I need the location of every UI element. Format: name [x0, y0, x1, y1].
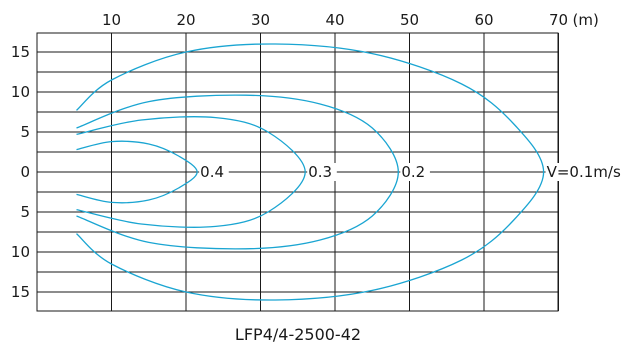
contour-labels: V=0.1m/s 0.2 0.3 0.4: [199, 163, 622, 181]
x-tick-label: 20: [176, 11, 195, 29]
contour-line: [76, 140, 198, 204]
contour-line: [76, 94, 399, 250]
grid-lines: [36, 32, 559, 312]
contour-label: 0.3: [308, 163, 332, 181]
y-tick-label: 15: [11, 283, 30, 301]
contour-label: 0.4: [200, 163, 224, 181]
contour-label-background: [545, 163, 622, 181]
contour-line: [76, 116, 306, 228]
y-tick-label: 10: [11, 83, 30, 101]
contour-label: 0.2: [401, 163, 425, 181]
y-tick-label: 10: [11, 243, 30, 261]
y-tick-labels: 15 10 5 0 5 10 15: [11, 43, 30, 301]
x-tick-label: 40: [325, 11, 344, 29]
x-tick-label: 70: [549, 11, 568, 29]
x-tick-label: 10: [102, 11, 121, 29]
y-tick-label: 5: [20, 203, 30, 221]
x-tick-labels: 10 20 30 40 50 60 70: [102, 11, 568, 29]
chart-caption: LFP4/4-2500-42: [235, 325, 361, 344]
contour-label-background: [307, 163, 337, 181]
y-tick-label: 15: [11, 43, 30, 61]
velocity-contours: [76, 43, 545, 301]
x-tick-label: 30: [251, 11, 270, 29]
contour-label-background: [400, 163, 430, 181]
x-unit-label: (m): [573, 11, 599, 29]
y-tick-label: 5: [20, 123, 30, 141]
contour-label: V=0.1m/s: [547, 163, 621, 181]
x-tick-label: 50: [400, 11, 419, 29]
x-tick-label: 60: [474, 11, 493, 29]
contour-label-background: [199, 163, 229, 181]
contour-line: [76, 43, 545, 301]
y-tick-label: 0: [20, 163, 30, 181]
